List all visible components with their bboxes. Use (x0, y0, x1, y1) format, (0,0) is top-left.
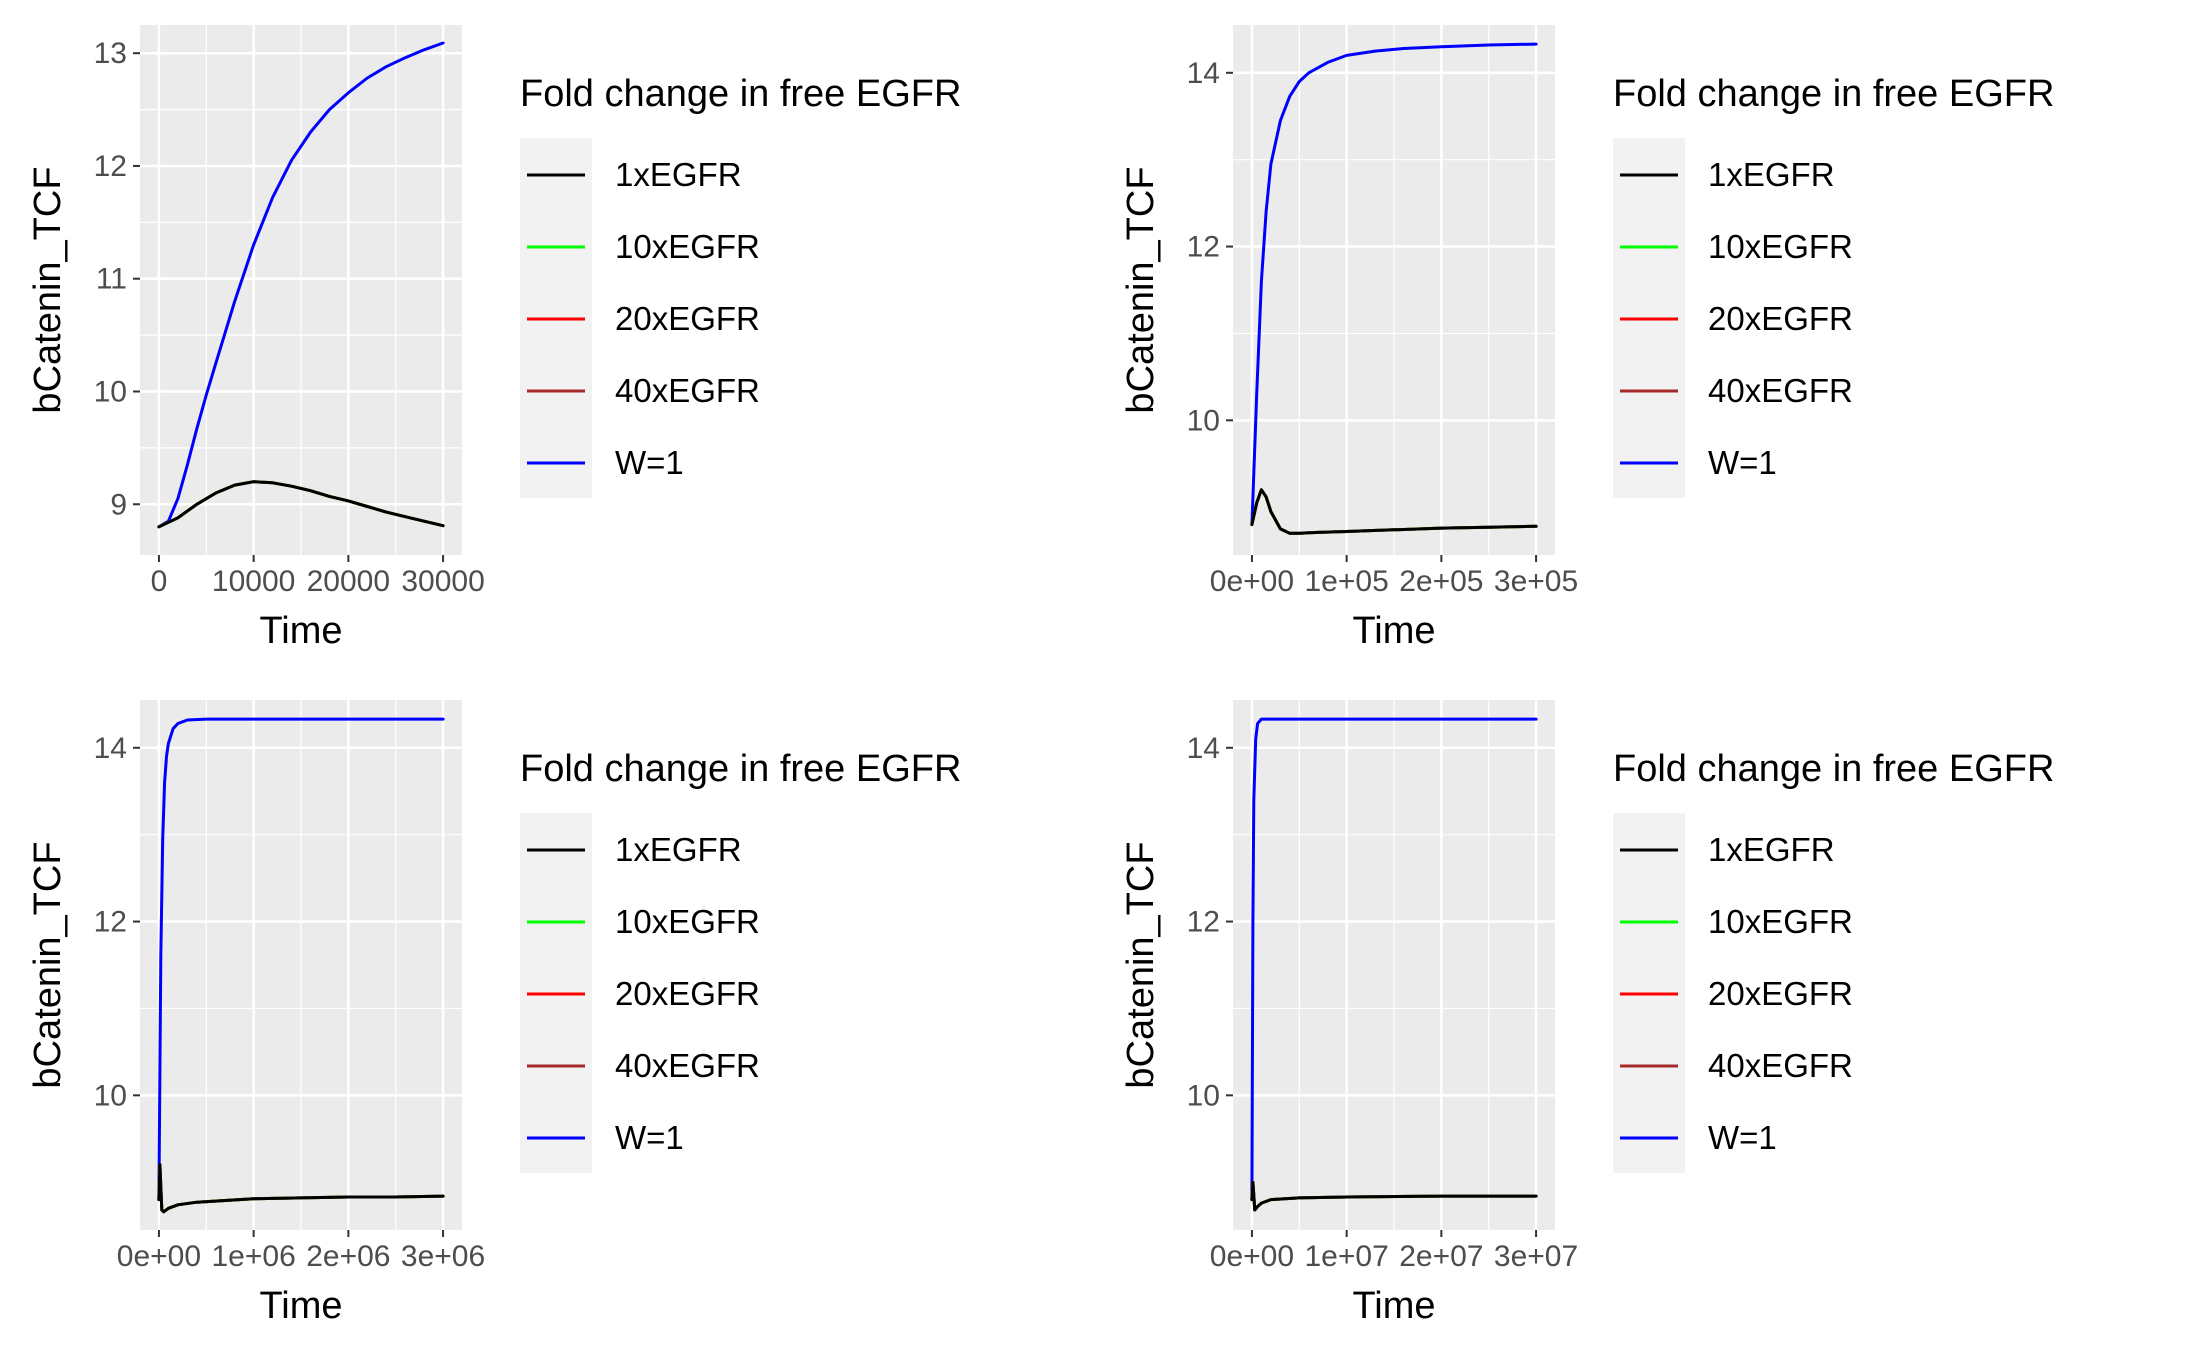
legend-label: 1xEGFR (1708, 156, 1835, 193)
series-line-W=1 (1250, 717, 1538, 1202)
legend-label: 40xEGFR (615, 1047, 760, 1084)
y-tick-label: 14 (94, 732, 127, 765)
y-axis-title: bCatenin_TCF (1120, 166, 1162, 413)
y-tick-label: 12 (1187, 231, 1220, 264)
x-tick-label: 2e+05 (1399, 565, 1483, 598)
y-tick-label: 9 (110, 488, 127, 521)
x-tick-label: 2e+06 (306, 1240, 390, 1273)
legend-label: 40xEGFR (1708, 1047, 1853, 1084)
series-line-1xEGFR (157, 480, 445, 529)
chart-panel-3: 0e+00 1e+06 2e+06 3e+06 10 12 14 Time bCatenin_T… (0, 675, 1093, 1350)
legend-label: 1xEGFR (615, 831, 742, 868)
series-line-1xEGFR (1250, 488, 1538, 535)
x-axis-title: Time (1352, 610, 1435, 652)
x-tick-label: 0 (151, 565, 168, 598)
legend-label: 10xEGFR (615, 903, 760, 940)
legend-label: W=1 (1708, 1119, 1777, 1156)
y-axis-title: bCatenin_TCF (27, 841, 69, 1088)
legend-label: 40xEGFR (615, 372, 760, 409)
legend-label: W=1 (1708, 444, 1777, 481)
legend-title: Fold change in free EGFR (520, 73, 961, 115)
legend-title: Fold change in free EGFR (1613, 73, 2054, 115)
x-tick-label: 1e+07 (1305, 1240, 1389, 1273)
y-tick-label: 12 (94, 906, 127, 939)
x-tick-label: 2e+07 (1399, 1240, 1483, 1273)
legend-label: W=1 (615, 1119, 684, 1156)
series-line-W=1 (157, 41, 445, 529)
x-tick-label: 1e+06 (212, 1240, 296, 1273)
legend-title: Fold change in free EGFR (1613, 748, 2054, 790)
legend-label: 10xEGFR (1708, 228, 1853, 265)
chart-svg-4: 0e+00 1e+07 2e+07 3e+07 10 12 14 Time bCatenin_T… (1120, 700, 2054, 1327)
legend-label: 20xEGFR (615, 300, 760, 337)
x-axis-title: Time (1352, 1285, 1435, 1327)
x-axis-title: Time (259, 1285, 342, 1327)
legend-label: 10xEGFR (1708, 903, 1853, 940)
x-tick-label: 3e+07 (1494, 1240, 1578, 1273)
chart-panel-1: 0 10000 20000 30000 9 10 11 12 13 Time bCatenin_TC… (0, 0, 1093, 675)
y-axis-title: bCatenin_TCF (1120, 841, 1162, 1088)
x-tick-label: 30000 (401, 565, 484, 598)
chart-panel-4: 0e+00 1e+07 2e+07 3e+07 10 12 14 Time bCatenin_T… (1093, 675, 2186, 1350)
y-tick-label: 12 (1187, 906, 1220, 939)
y-tick-label: 14 (1187, 57, 1220, 90)
x-axis-title: Time (259, 610, 342, 652)
x-tick-label: 20000 (307, 565, 390, 598)
x-tick-label: 3e+06 (401, 1240, 485, 1273)
y-axis-title: bCatenin_TCF (27, 166, 69, 413)
legend-label: 20xEGFR (1708, 300, 1853, 337)
y-tick-label: 10 (94, 1079, 127, 1112)
y-tick-label: 14 (1187, 732, 1220, 765)
legend-label: 10xEGFR (615, 228, 760, 265)
x-tick-label: 0e+00 (117, 1240, 201, 1273)
y-tick-label: 10 (1187, 404, 1220, 437)
x-tick-label: 0e+00 (1210, 565, 1294, 598)
x-tick-label: 3e+05 (1494, 565, 1578, 598)
y-tick-label: 13 (94, 37, 127, 70)
y-tick-label: 11 (96, 263, 127, 296)
chart-svg-3: 0e+00 1e+06 2e+06 3e+06 10 12 14 Time bCatenin_T… (27, 700, 961, 1327)
legend-title: Fold change in free EGFR (520, 748, 961, 790)
x-tick-label: 0e+00 (1210, 1240, 1294, 1273)
chart-panel-2: 0e+00 1e+05 2e+05 3e+05 10 12 14 Time bCatenin_T… (1093, 0, 2186, 675)
legend-label: 20xEGFR (1708, 975, 1853, 1012)
chart-svg-1: 0 10000 20000 30000 9 10 11 12 13 Time bCatenin_TC… (27, 25, 961, 652)
x-tick-label: 10000 (212, 565, 295, 598)
series-line-1xEGFR (157, 1163, 445, 1214)
y-tick-label: 10 (1187, 1079, 1220, 1112)
x-tick-label: 1e+05 (1305, 565, 1389, 598)
legend-label: 1xEGFR (1708, 831, 1835, 868)
y-tick-label: 10 (94, 375, 127, 408)
y-tick-label: 12 (94, 150, 127, 183)
chart-svg-2: 0e+00 1e+05 2e+05 3e+05 10 12 14 Time bCatenin_T… (1120, 25, 2054, 652)
legend-label: W=1 (615, 444, 684, 481)
series-line-W=1 (1250, 42, 1538, 527)
legend-label: 40xEGFR (1708, 372, 1853, 409)
legend-label: 1xEGFR (615, 156, 742, 193)
series-line-1xEGFR (1250, 1180, 1538, 1212)
series-line-W=1 (157, 717, 445, 1202)
legend-label: 20xEGFR (615, 975, 760, 1012)
